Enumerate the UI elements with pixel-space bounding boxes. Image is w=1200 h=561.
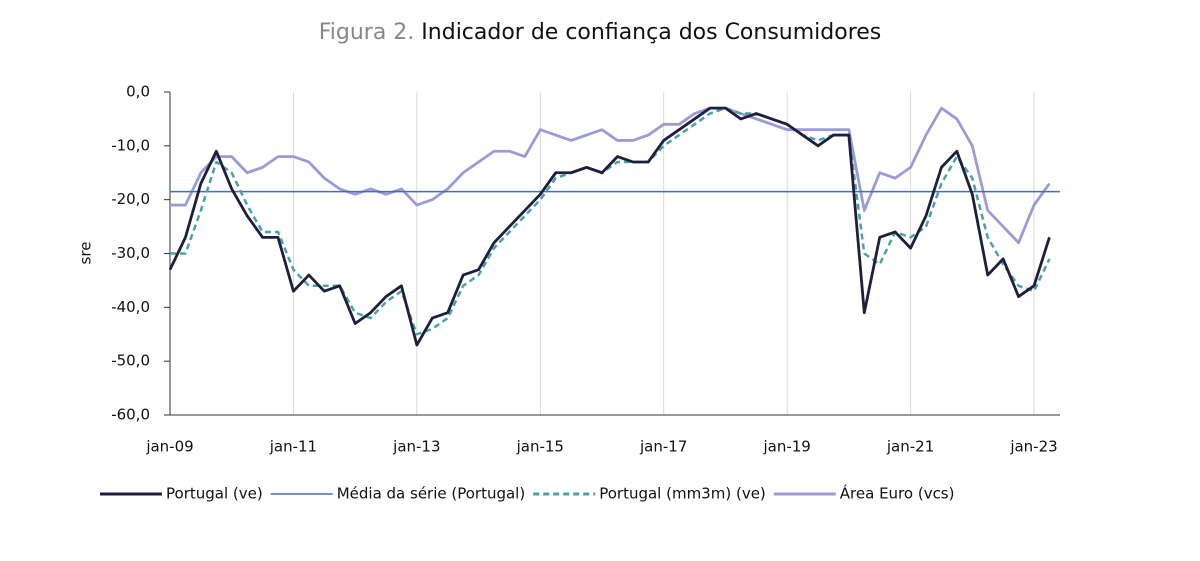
legend-label: Área Euro (vcs) — [840, 484, 955, 503]
y-tick-label: -20,0 — [111, 190, 150, 208]
x-tick-label: jan-21 — [886, 438, 934, 456]
x-tick-label: jan-13 — [392, 438, 440, 456]
y-axis-label: sre — [77, 242, 95, 265]
x-tick-label: jan-11 — [269, 438, 317, 456]
title-main: Indicador de confiança dos Consumidores — [421, 20, 881, 45]
legend-label: Média da série (Portugal) — [337, 485, 526, 503]
y-tick-label: -30,0 — [111, 244, 150, 262]
legend-label: Portugal (mm3m) (ve) — [599, 485, 766, 503]
y-tick-label: 0,0 — [126, 83, 150, 101]
series-line — [168, 106, 1051, 347]
y-tick-label: -50,0 — [111, 352, 150, 370]
y-tick-label: -40,0 — [111, 298, 150, 316]
x-tick-label: jan-17 — [639, 438, 687, 456]
title-prefix: Figura 2. — [319, 20, 415, 45]
series-line — [170, 106, 1051, 245]
y-tick-label: -60,0 — [111, 406, 150, 424]
series-line — [170, 106, 1051, 336]
x-tick-label: jan-15 — [516, 438, 564, 456]
x-tick-label: jan-19 — [762, 438, 810, 456]
legend-label: Portugal (ve) — [166, 485, 263, 503]
x-tick-label: jan-09 — [145, 438, 193, 456]
chart-title: Figura 2. Indicador de confiança dos Con… — [319, 20, 882, 45]
x-tick-label: jan-23 — [1009, 438, 1057, 456]
y-tick-label: -10,0 — [111, 136, 150, 154]
